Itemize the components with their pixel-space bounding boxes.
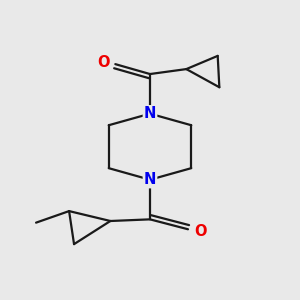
Text: O: O (98, 55, 110, 70)
Text: N: N (144, 172, 156, 187)
Text: O: O (194, 224, 207, 239)
Text: N: N (144, 106, 156, 121)
